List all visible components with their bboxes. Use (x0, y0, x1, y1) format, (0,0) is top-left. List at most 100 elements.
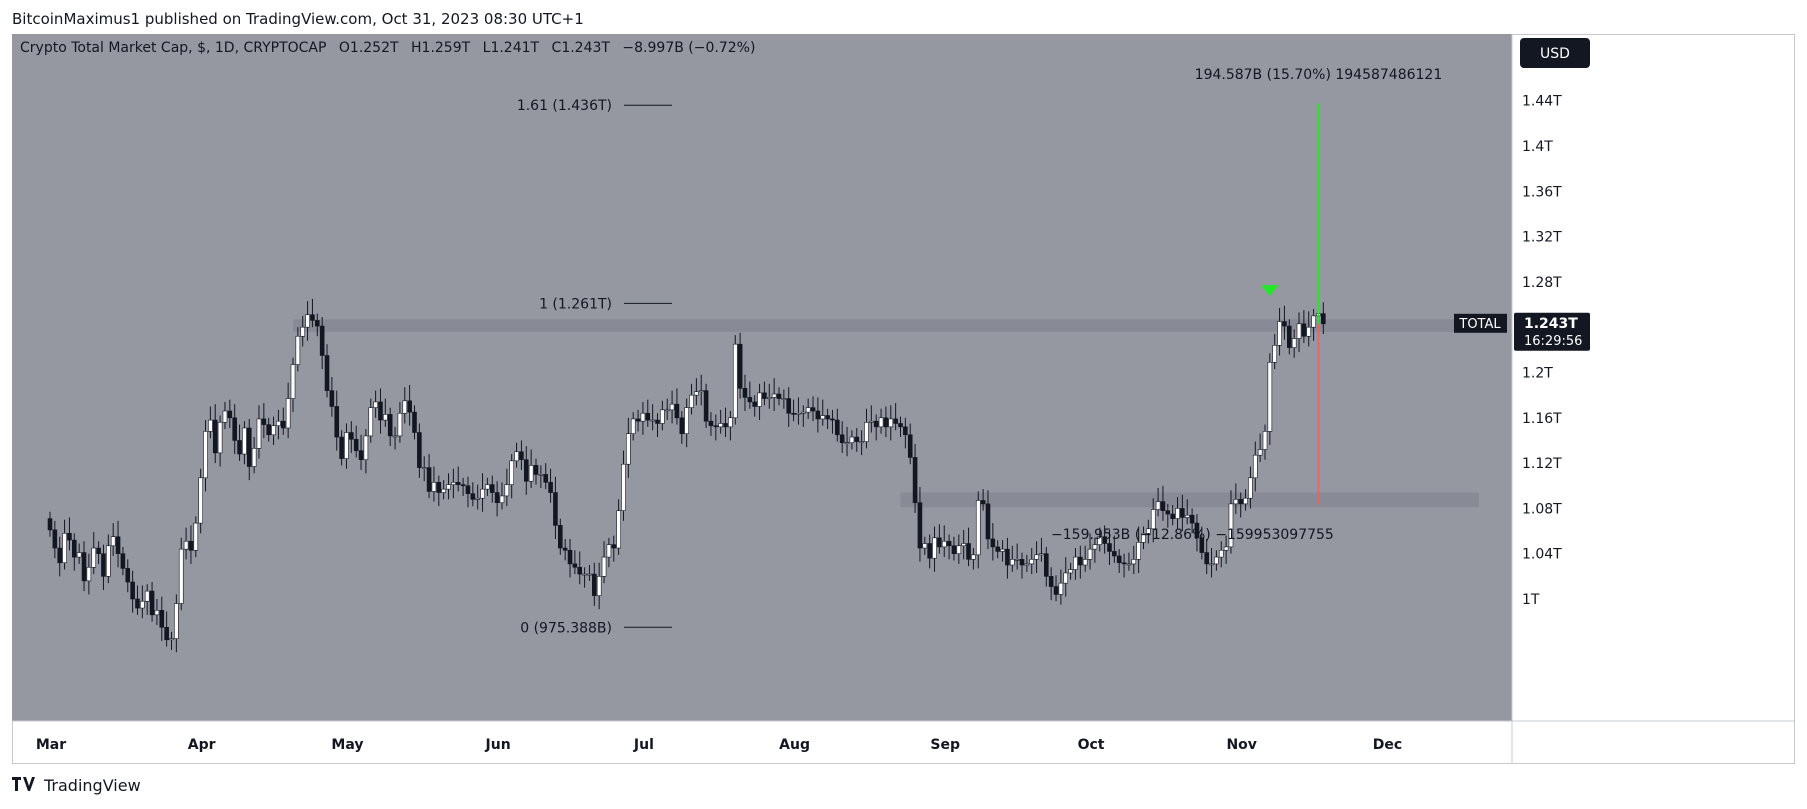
candle (256, 418, 262, 449)
candle (932, 537, 937, 559)
candle (694, 391, 699, 396)
candle (723, 423, 728, 428)
candle (188, 540, 194, 551)
candle (1131, 559, 1137, 565)
candle (757, 392, 762, 407)
candle (1160, 501, 1166, 511)
candle (635, 418, 641, 422)
footer-brand-label: TradingView (44, 776, 141, 795)
candle (1199, 537, 1205, 553)
zones-layer (293, 319, 1479, 508)
candle (135, 598, 140, 609)
candle (47, 518, 53, 531)
price-tick-label: 1.44T (1522, 94, 1562, 110)
candle (154, 610, 160, 616)
price-tick-label: 1.04T (1522, 547, 1562, 563)
candle (1014, 559, 1020, 561)
candle (392, 435, 398, 438)
candle (572, 563, 578, 568)
candle (601, 556, 607, 577)
candle (460, 484, 466, 487)
fib-label: 0 (975.388B) (520, 620, 612, 636)
fib-label: 1 (1.261T) (539, 296, 612, 312)
candle (451, 482, 456, 485)
candle (329, 390, 335, 407)
candle (587, 573, 592, 576)
candle (324, 355, 330, 391)
candle (363, 435, 369, 461)
candle (514, 451, 519, 462)
candle (640, 412, 646, 422)
candle (1321, 313, 1326, 325)
candle (1082, 559, 1088, 566)
time-axis[interactable]: Mar Apr May Jun Jul Aug Sep Oct Nov Dec (36, 737, 1402, 753)
currency-button[interactable]: USD (1520, 38, 1590, 68)
candle (762, 392, 767, 399)
candle (941, 540, 947, 548)
candle (242, 427, 247, 455)
candle (961, 543, 966, 547)
time-tick-label: Nov (1226, 737, 1256, 753)
candle (689, 394, 694, 408)
candle (1112, 551, 1117, 557)
tradingview-logo-icon (12, 776, 38, 795)
candle (1019, 559, 1025, 566)
price-chart[interactable]: 194.587B (15.70%) 194587486121 −159.953B … (12, 34, 1795, 764)
candle (927, 543, 932, 559)
candle (110, 536, 116, 547)
candle (805, 407, 811, 413)
candle (1175, 508, 1180, 519)
candle (62, 533, 67, 564)
candle (115, 536, 121, 554)
candle (305, 314, 310, 328)
candle (159, 610, 165, 628)
candle (198, 477, 203, 524)
candle (383, 414, 388, 421)
candle (101, 553, 106, 577)
candle (1024, 563, 1030, 566)
price-tick-label: 1T (1522, 592, 1540, 608)
candle (1053, 586, 1059, 595)
candle (917, 502, 923, 549)
candle (1034, 554, 1039, 560)
candle (387, 414, 393, 437)
measure-down-label: −159.953B (−12.86%) −159953097755 (1051, 527, 1334, 543)
candle (796, 412, 801, 415)
candle (1248, 477, 1253, 499)
candle (553, 492, 558, 526)
candle (577, 566, 583, 575)
candle (835, 419, 840, 436)
candle (519, 451, 524, 460)
candle (907, 434, 913, 458)
price-tick-label: 1.28T (1522, 275, 1562, 291)
candle (771, 393, 777, 398)
candle (679, 417, 685, 434)
footer-brand[interactable]: TradingView (12, 776, 141, 795)
candle (504, 484, 510, 497)
candle (922, 543, 928, 549)
candle (285, 398, 291, 429)
candle (149, 590, 155, 616)
candle (402, 400, 408, 414)
candles-layer (47, 298, 1326, 653)
candle (1306, 326, 1312, 337)
candle (353, 439, 359, 451)
candle (178, 548, 184, 604)
candle (1189, 514, 1195, 524)
ohlc-low: 1.241T (490, 40, 539, 56)
candle (1097, 536, 1103, 545)
candle (611, 544, 617, 549)
plot-area[interactable] (12, 34, 1512, 721)
candle (1296, 323, 1302, 339)
last-price-label: TOTAL 1.243T 16:29:56 (1454, 312, 1590, 351)
candle (985, 503, 991, 540)
candle (844, 442, 850, 445)
resistance-zone (293, 319, 1465, 332)
price-axis[interactable]: 1.44T 1.4T 1.36T 1.32T 1.28T 1.2T 1.16T 1.12T 1.… (1522, 94, 1562, 608)
candle (485, 484, 490, 490)
candle (276, 420, 281, 427)
candle (839, 434, 845, 444)
candle (888, 418, 894, 428)
publish-line: BitcoinMaximus1 published on TradingView… (12, 10, 584, 28)
candle (475, 497, 480, 500)
